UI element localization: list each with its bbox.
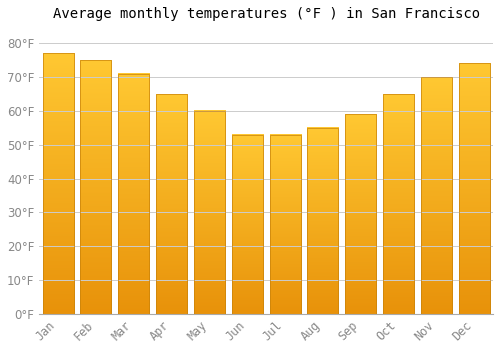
Bar — [308, 128, 338, 314]
Bar — [42, 53, 74, 314]
Title: Average monthly temperatures (°F ) in San Francisco: Average monthly temperatures (°F ) in Sa… — [52, 7, 480, 21]
Bar — [421, 77, 452, 314]
Bar — [458, 63, 490, 314]
Bar — [383, 94, 414, 314]
Bar — [80, 60, 112, 314]
Bar — [232, 134, 262, 314]
Bar — [194, 111, 225, 314]
Bar — [345, 114, 376, 314]
Bar — [156, 94, 187, 314]
Bar — [270, 134, 300, 314]
Bar — [118, 74, 149, 314]
